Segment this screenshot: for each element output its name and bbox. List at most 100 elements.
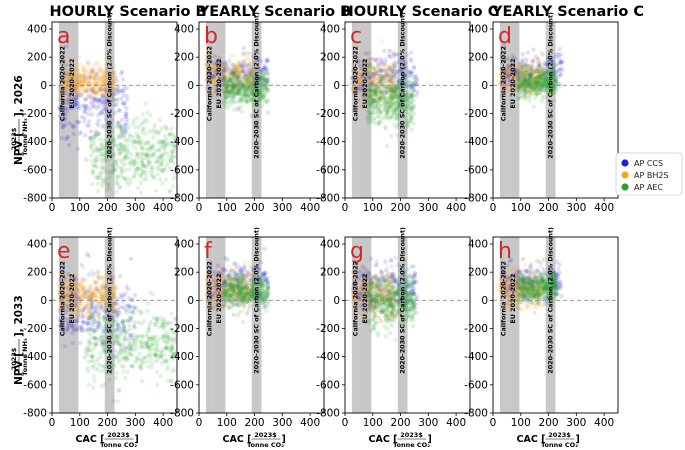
- point-ap-bh2s: [59, 78, 65, 83]
- point-ap-aec: [148, 154, 154, 159]
- point-ap-bh2s: [213, 65, 219, 71]
- point-ap-aec: [138, 190, 144, 195]
- point-ap-aec: [114, 370, 119, 376]
- reference-band: [104, 22, 115, 198]
- point-ap-bh2s: [220, 63, 226, 69]
- point-ap-aec: [227, 92, 232, 97]
- point-ap-aec: [249, 69, 255, 75]
- point-ap-bh2s: [249, 73, 254, 79]
- point-ap-ccs: [253, 80, 258, 85]
- point-ap-aec: [224, 83, 229, 88]
- point-ap-ccs: [373, 87, 378, 93]
- point-ap-bh2s: [73, 90, 78, 95]
- point-ap-aec: [115, 123, 120, 128]
- point-ap-bh2s: [82, 89, 88, 94]
- point-ap-bh2s: [101, 73, 107, 78]
- point-ap-aec: [123, 375, 128, 381]
- point-ap-ccs: [361, 59, 366, 64]
- point-ap-bh2s: [82, 68, 87, 74]
- point-ap-aec: [128, 134, 133, 140]
- point-ap-ccs: [60, 83, 65, 89]
- point-ap-bh2s: [94, 89, 100, 94]
- point-ap-ccs: [81, 74, 87, 79]
- point-ap-ccs: [391, 73, 396, 78]
- point-ap-aec: [105, 143, 110, 149]
- point-ap-bh2s: [100, 92, 106, 98]
- point-ap-bh2s: [204, 87, 210, 93]
- point-ap-ccs: [120, 77, 126, 82]
- point-ap-aec: [258, 89, 263, 95]
- point-ap-aec: [94, 131, 100, 136]
- point-ap-ccs: [402, 73, 408, 78]
- point-ap-aec: [142, 156, 147, 161]
- reference-band: [251, 22, 262, 198]
- point-ap-aec: [92, 159, 98, 164]
- point-ap-ccs: [241, 69, 246, 74]
- point-ap-aec: [148, 348, 153, 353]
- point-ap-bh2s: [79, 74, 84, 79]
- point-ap-aec: [257, 91, 262, 96]
- point-ap-aec: [167, 141, 172, 147]
- point-ap-ccs: [99, 97, 105, 102]
- point-ap-bh2s: [76, 87, 81, 93]
- point-ap-aec: [97, 291, 103, 296]
- point-ap-bh2s: [377, 67, 382, 72]
- point-ap-ccs: [367, 61, 372, 66]
- point-ap-ccs: [404, 83, 410, 88]
- point-ap-bh2s: [244, 80, 249, 86]
- point-ap-aec: [225, 89, 230, 94]
- point-ap-ccs: [88, 135, 94, 140]
- point-ap-bh2s: [244, 79, 249, 85]
- point-ap-bh2s: [234, 63, 239, 68]
- point-ap-aec: [154, 129, 159, 134]
- point-ap-ccs: [232, 91, 237, 97]
- point-ap-bh2s: [366, 49, 371, 55]
- point-ap-aec: [164, 344, 169, 349]
- band-label: California 2020-2022: [58, 261, 66, 336]
- point-ap-aec: [111, 170, 116, 175]
- point-ap-bh2s: [100, 93, 105, 98]
- point-ap-ccs: [57, 106, 63, 111]
- point-ap-bh2s: [251, 76, 257, 82]
- point-ap-aec: [228, 79, 233, 84]
- point-ap-bh2s: [101, 78, 106, 83]
- point-ap-ccs: [76, 104, 81, 109]
- band-label: 2020-2030 SC of Carbon (2.0% Discount): [547, 12, 555, 159]
- point-ap-aec: [102, 152, 107, 157]
- point-ap-bh2s: [204, 72, 209, 77]
- point-ap-ccs: [403, 60, 408, 66]
- point-ap-aec: [231, 68, 236, 74]
- point-ap-bh2s: [60, 94, 66, 99]
- point-ap-bh2s: [83, 72, 88, 78]
- point-ap-aec: [229, 83, 234, 88]
- y-tick-label: -200: [464, 108, 488, 120]
- point-ap-bh2s: [58, 85, 64, 91]
- point-ap-aec: [111, 163, 116, 168]
- point-ap-aec: [115, 164, 121, 169]
- point-ap-aec: [249, 89, 254, 95]
- point-ap-bh2s: [69, 90, 74, 95]
- point-ap-bh2s: [100, 81, 106, 86]
- point-ap-aec: [156, 129, 162, 134]
- point-ap-ccs: [58, 104, 64, 109]
- point-ap-ccs: [402, 74, 407, 79]
- point-ap-aec: [135, 151, 141, 156]
- point-ap-aec: [250, 87, 255, 92]
- point-ap-ccs: [380, 82, 385, 88]
- point-ap-aec: [384, 78, 389, 84]
- point-ap-bh2s: [372, 90, 378, 96]
- point-ap-aec: [144, 331, 149, 336]
- point-ap-bh2s: [86, 71, 92, 76]
- point-ap-ccs: [391, 76, 396, 81]
- point-ap-ccs: [252, 77, 257, 83]
- point-ap-aec: [231, 64, 237, 70]
- point-ap-ccs: [411, 83, 417, 88]
- point-ap-ccs: [58, 121, 64, 126]
- point-ap-bh2s: [239, 63, 244, 69]
- point-ap-bh2s: [367, 73, 372, 78]
- point-ap-ccs: [101, 106, 106, 112]
- point-ap-aec: [94, 145, 100, 150]
- point-ap-aec: [255, 77, 260, 82]
- point-ap-ccs: [99, 109, 105, 115]
- point-ap-ccs: [265, 110, 271, 115]
